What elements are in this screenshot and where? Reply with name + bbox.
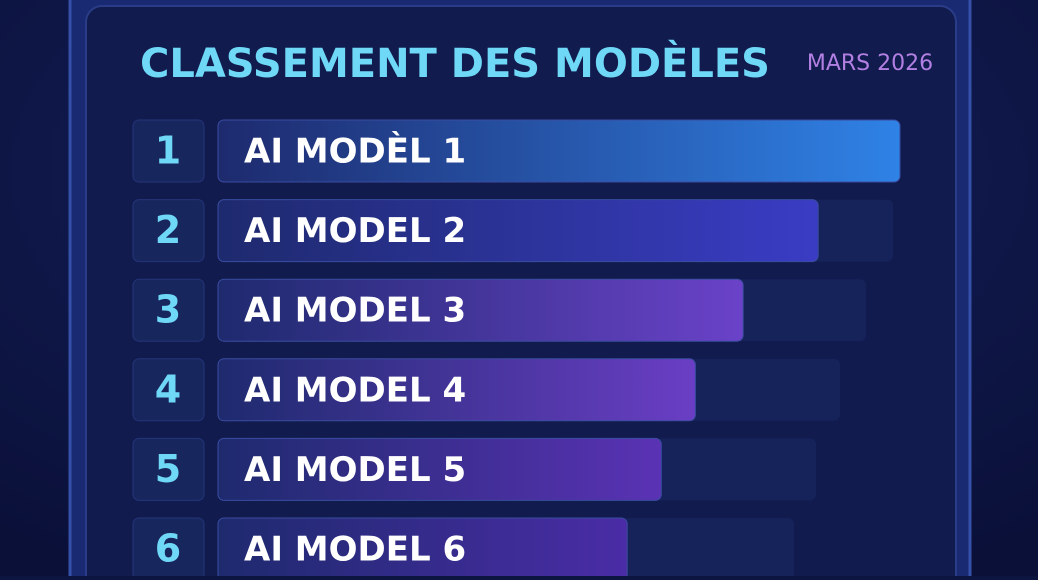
rank: 1: [155, 129, 181, 173]
model-name: AI MODEL 5: [244, 450, 466, 490]
bar: [217, 119, 901, 183]
rank: 3: [155, 288, 181, 332]
rank-box: [132, 517, 205, 580]
rank-box: [132, 358, 205, 422]
rank-box: [132, 278, 205, 342]
rank: 4: [155, 367, 181, 411]
date: MARS 2026: [807, 51, 933, 76]
model-name: AI MODEL 6: [244, 530, 466, 570]
model-name: AI MODEL 4: [244, 370, 466, 410]
rank-box: [132, 437, 205, 501]
model-name: AI MODEL 2: [244, 211, 466, 251]
rank: 6: [155, 527, 181, 571]
rank-box: [132, 199, 205, 263]
bar: [217, 437, 662, 501]
bar: [217, 358, 696, 422]
bar: [217, 517, 628, 580]
rank: 2: [155, 208, 181, 252]
model-name: AI MODÈL 1: [244, 131, 466, 172]
rows: 1 AI MODÈL 1 2 AI MODEL 2 3 AI MODEL 3 4 AI MOD…: [132, 119, 901, 580]
model-name: AI MODEL 3: [244, 291, 466, 331]
rank: 5: [155, 447, 181, 491]
bar: [217, 199, 819, 263]
title: CLASSEMENT DES MODÈLES: [140, 39, 770, 87]
bar: [217, 278, 744, 342]
rank-box: [132, 119, 205, 183]
